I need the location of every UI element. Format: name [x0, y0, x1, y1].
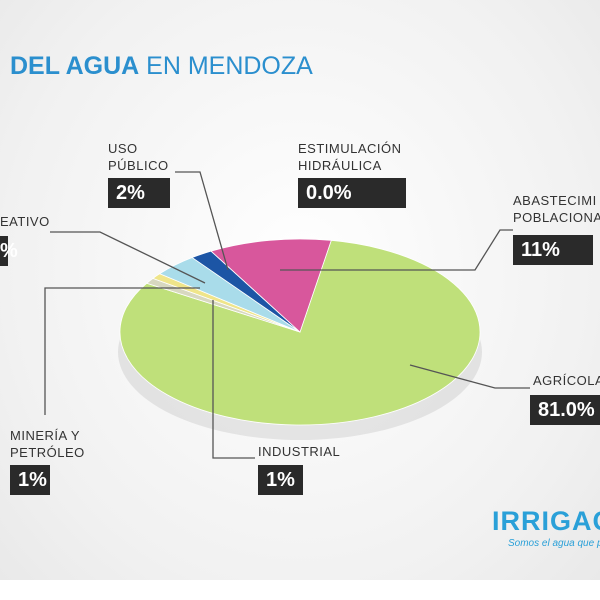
- footer-band: [0, 580, 600, 600]
- leader: [175, 171, 229, 271]
- leader: [50, 231, 206, 284]
- category-label: USO PÚBLICO: [108, 141, 169, 173]
- value-label: 1%: [10, 465, 50, 495]
- title-bold: DEL AGUA: [10, 52, 140, 80]
- category-label: EATIVO: [0, 214, 50, 229]
- slogan: Somos el agua que p: [508, 538, 600, 549]
- leader: [280, 229, 513, 271]
- pie-slice: [210, 238, 332, 333]
- category-label: ESTIMULACIÓN HIDRÁULICA: [298, 141, 402, 173]
- leader: [44, 287, 200, 415]
- title-light: EN MENDOZA: [146, 52, 313, 80]
- leader-lines: [44, 171, 530, 459]
- value-label: 11%: [513, 235, 593, 265]
- leader: [212, 300, 255, 459]
- logo: IRRIGACI: [492, 506, 600, 536]
- leader: [409, 364, 530, 389]
- category-label: AGRÍCOLA: [533, 373, 600, 388]
- value-label: 1%: [258, 465, 303, 495]
- category-label: ABASTECIMI POBLACIONA: [513, 193, 600, 225]
- value-label: 0.0%: [298, 178, 406, 208]
- category-label: INDUSTRIAL: [258, 444, 341, 459]
- pie-slice: [119, 239, 481, 426]
- value-label: 2%: [108, 178, 170, 208]
- category-label: MINERÍA Y PETRÓLEO: [10, 428, 85, 460]
- title: DEL AGUA EN MENDOZA: [10, 52, 313, 81]
- value-label: %: [0, 236, 18, 266]
- value-label: 81.0%: [530, 395, 600, 425]
- slices: [119, 238, 481, 426]
